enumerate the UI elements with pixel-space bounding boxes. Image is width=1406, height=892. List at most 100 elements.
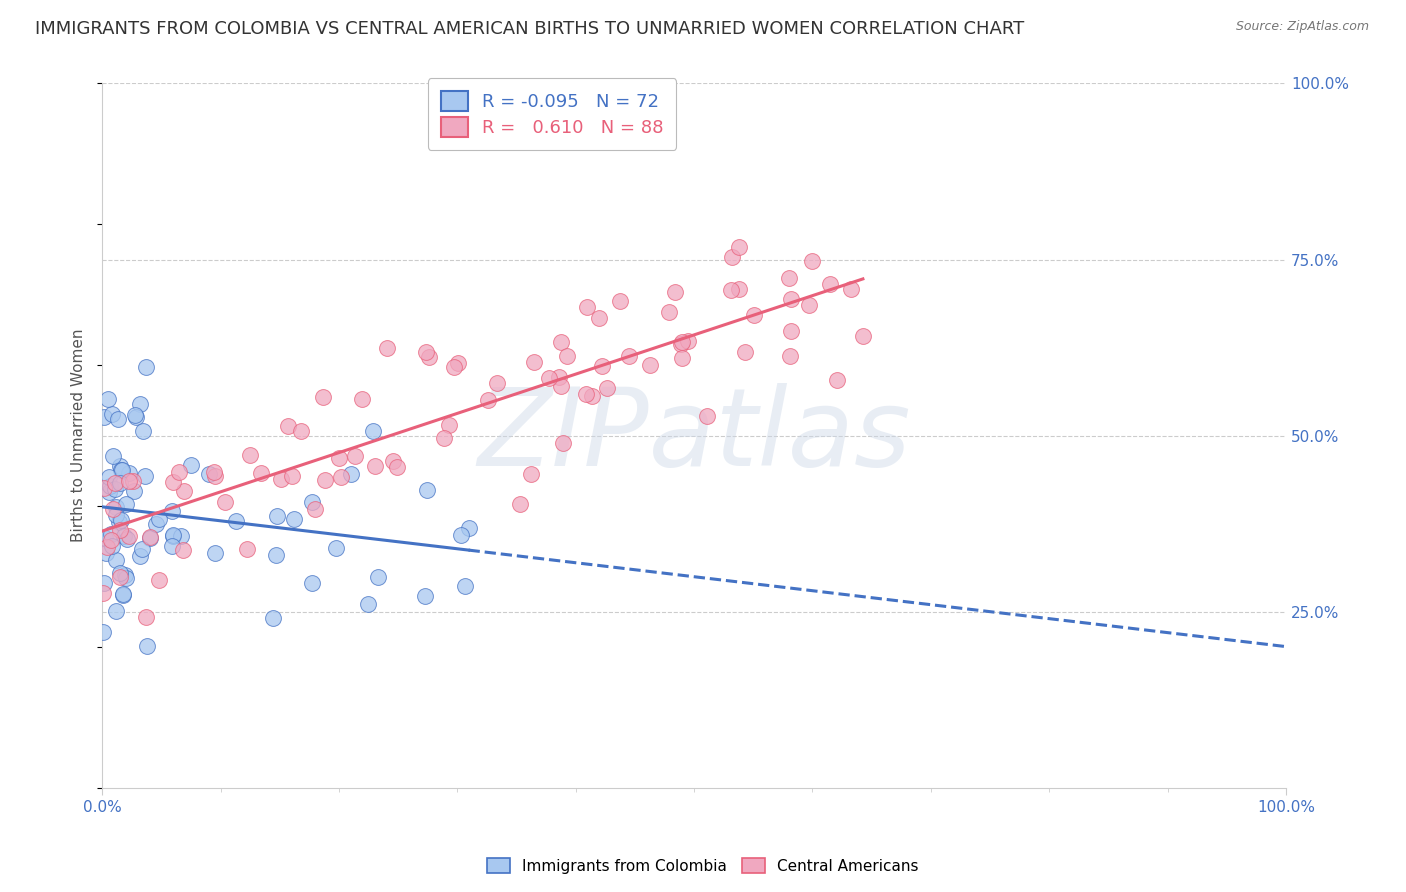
Point [591, 359, 613, 373]
Point [669, 337, 692, 351]
Point [550, 334, 572, 349]
Point [742, 308, 765, 322]
Point [575, 386, 598, 401]
Point [110, 513, 132, 527]
Point [555, 349, 578, 363]
Point [382, 454, 405, 468]
Point [734, 345, 756, 359]
Point [375, 341, 398, 355]
Point [111, 588, 134, 602]
Point [91, 586, 114, 600]
Point [100, 533, 122, 547]
Point [145, 516, 167, 531]
Point [138, 530, 160, 544]
Point [304, 501, 326, 516]
Point [173, 484, 195, 499]
Point [301, 495, 323, 509]
Point [121, 474, 143, 488]
Legend: R = -0.095   N = 72, R =   0.610   N = 88: R = -0.095 N = 72, R = 0.610 N = 88 [427, 78, 676, 150]
Point [270, 472, 292, 486]
Point [98, 470, 121, 484]
Point [134, 468, 156, 483]
Point [477, 392, 499, 407]
Point [664, 285, 686, 299]
Point [112, 529, 135, 543]
Point [575, 300, 598, 314]
Point [596, 381, 619, 395]
Point [537, 371, 560, 385]
Point [350, 392, 373, 406]
Point [108, 458, 131, 473]
Point [107, 412, 129, 426]
Point [619, 349, 641, 363]
Point [101, 407, 124, 421]
Point [108, 515, 131, 529]
Point [162, 528, 184, 542]
Point [250, 467, 273, 481]
Point [96, 541, 118, 555]
Point [696, 409, 718, 424]
Point [520, 467, 543, 481]
Point [104, 483, 127, 497]
Point [110, 570, 132, 584]
Point [588, 311, 610, 326]
Point [721, 251, 744, 265]
Point [104, 604, 127, 618]
Point [225, 515, 247, 529]
Point [98, 479, 121, 493]
Point [129, 397, 152, 411]
Point [301, 576, 323, 591]
Point [139, 531, 162, 545]
Point [778, 270, 800, 285]
Point [262, 610, 284, 624]
Point [728, 282, 751, 296]
Point [581, 389, 603, 403]
Point [443, 360, 465, 375]
Point [93, 531, 115, 545]
Point [523, 355, 546, 369]
Point [671, 351, 693, 366]
Point [450, 528, 472, 542]
Point [509, 497, 531, 511]
Point [93, 481, 115, 495]
Point [727, 240, 749, 254]
Point [136, 639, 159, 653]
Point [416, 483, 439, 498]
Point [115, 497, 138, 511]
Point [170, 529, 193, 543]
Point [93, 409, 115, 424]
Point [638, 358, 661, 372]
Point [135, 610, 157, 624]
Point [239, 448, 262, 462]
Point [110, 475, 132, 490]
Point [328, 450, 350, 465]
Point [779, 349, 801, 363]
Point [290, 424, 312, 438]
Point [111, 463, 134, 477]
Point [172, 542, 194, 557]
Y-axis label: Births to Unmarried Women: Births to Unmarried Women [72, 329, 86, 542]
Point [202, 465, 225, 479]
Point [413, 589, 436, 603]
Point [385, 460, 408, 475]
Point [162, 529, 184, 543]
Point [439, 417, 461, 432]
Point [457, 521, 479, 535]
Point [852, 329, 875, 343]
Point [162, 539, 184, 553]
Point [114, 568, 136, 582]
Point [117, 529, 139, 543]
Point [100, 527, 122, 541]
Point [801, 254, 824, 268]
Point [676, 334, 699, 348]
Point [105, 508, 128, 523]
Point [551, 435, 574, 450]
Point [264, 548, 287, 562]
Point [325, 541, 347, 556]
Point [486, 376, 509, 390]
Point [124, 408, 146, 422]
Point [131, 541, 153, 556]
Point [148, 573, 170, 587]
Point [108, 523, 131, 537]
Point [797, 298, 820, 312]
